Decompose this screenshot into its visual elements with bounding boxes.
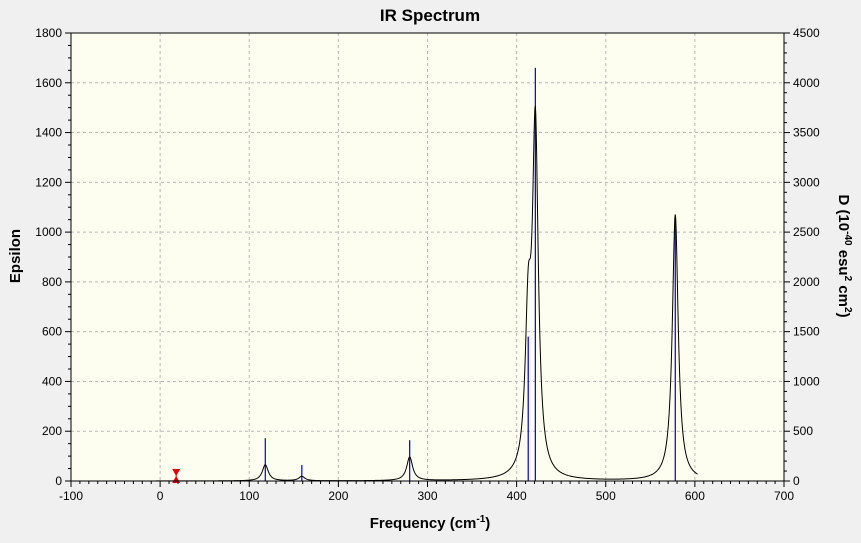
data-layer	[155, 67, 698, 483]
y2-tick-label: 4000	[793, 76, 820, 90]
x-tick-label: 600	[685, 489, 705, 503]
y-tick-label: 1200	[35, 175, 62, 189]
y2-tick-label: 3500	[793, 126, 820, 140]
axes: -100 0 100 200 300 400 500 600 70002004006008001…	[35, 26, 820, 503]
x-tick-label: -100	[59, 489, 83, 503]
y2-tick-label: 1000	[793, 374, 820, 388]
y2-tick-label: 4500	[793, 26, 820, 40]
y-tick-label: 400	[42, 374, 62, 388]
y2-tick-label: 2000	[793, 275, 820, 289]
x-tick-label: 300	[417, 489, 437, 503]
spectrum-curve	[155, 105, 698, 482]
x-tick-label: 200	[328, 489, 348, 503]
chart-title: IR Spectrum	[380, 6, 480, 25]
y2-tick-label: 500	[793, 424, 813, 438]
y2-tick-label: 0	[793, 474, 800, 488]
x-tick-label: 500	[596, 489, 616, 503]
y-tick-label: 800	[42, 275, 62, 289]
plot-area	[70, 32, 785, 483]
y-tick-label: 1600	[35, 76, 62, 90]
x-tick-label: 0	[157, 489, 164, 503]
y-tick-label: 1000	[35, 225, 62, 239]
y-tick-label: 1800	[35, 26, 62, 40]
y-tick-label: 200	[42, 424, 62, 438]
x-tick-label: 400	[507, 489, 527, 503]
x-axis-title: Frequency (cm-1)	[370, 514, 491, 532]
y-axis-title: Epsilon	[7, 229, 24, 283]
x-tick-label: 700	[774, 489, 794, 503]
x-tick-label: 100	[239, 489, 259, 503]
y2-tick-label: 2500	[793, 225, 820, 239]
grid-lines	[71, 33, 784, 481]
y-tick-label: 0	[55, 474, 62, 488]
secondary-y-axis-title: D (10-40 esu2 cm2)	[835, 194, 853, 317]
y-tick-label: 600	[42, 325, 62, 339]
marker-top-triangle	[172, 469, 181, 476]
y-tick-label: 1400	[35, 126, 62, 140]
y2-tick-label: 1500	[793, 325, 820, 339]
y2-tick-label: 3000	[793, 175, 820, 189]
